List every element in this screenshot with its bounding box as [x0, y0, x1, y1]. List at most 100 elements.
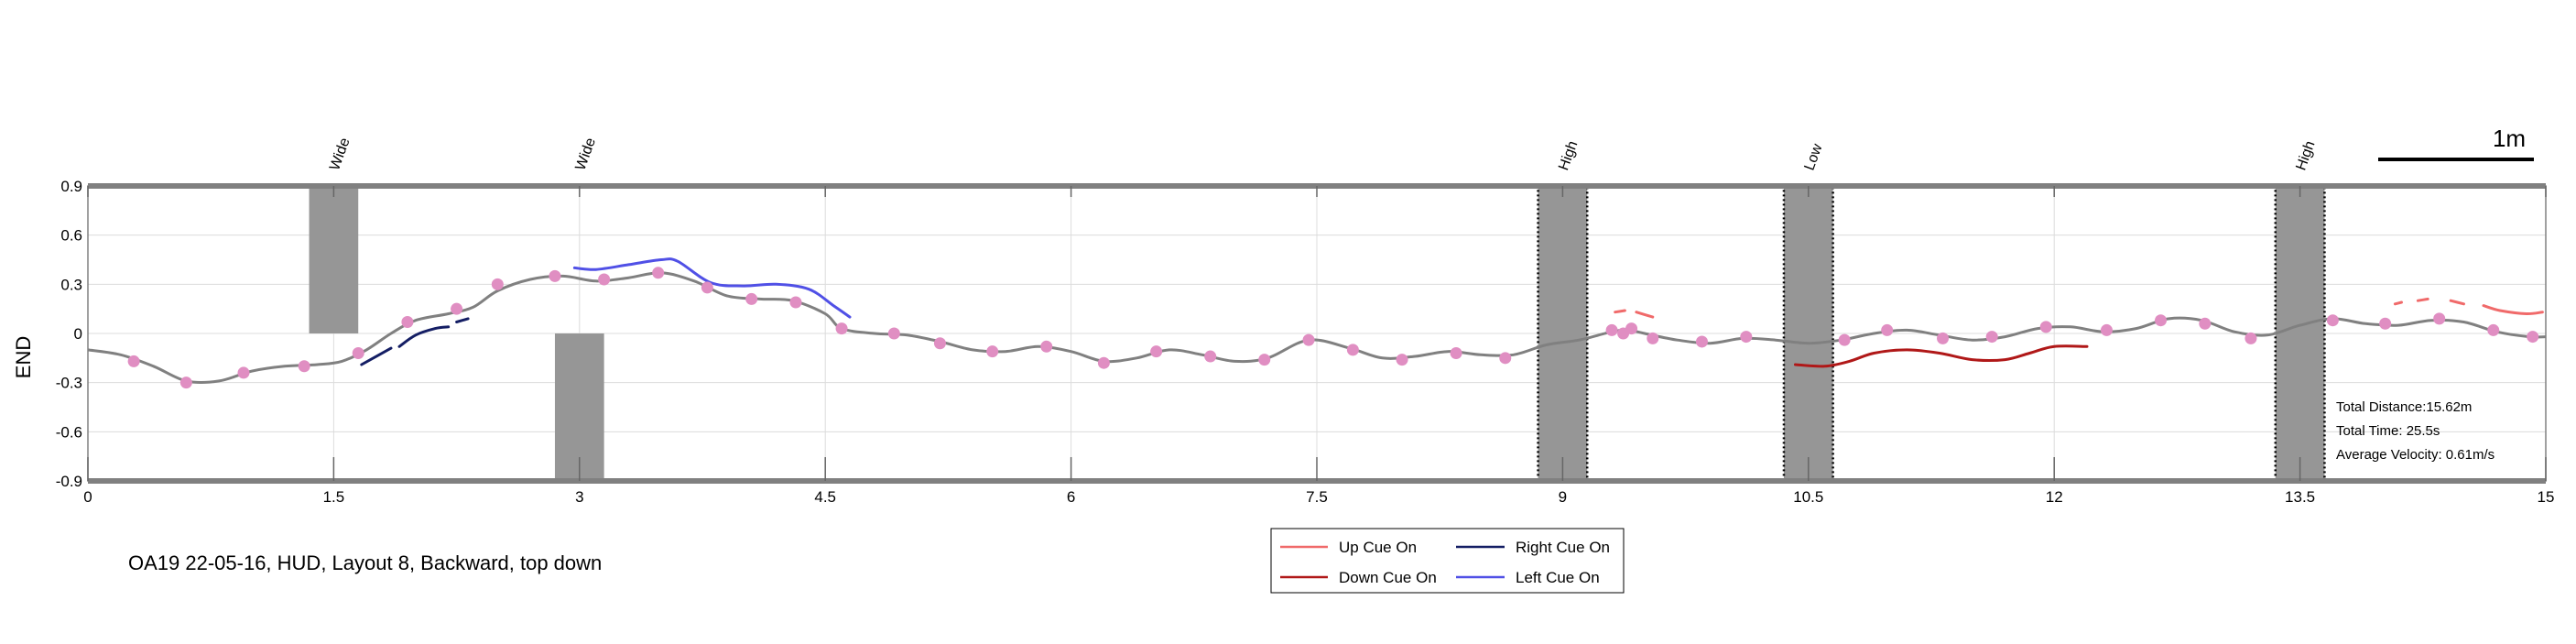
path-marker-9 [598, 273, 611, 286]
path-marker-24 [1346, 344, 1359, 356]
path-marker-11 [701, 281, 713, 294]
obstacle-label-4: High [2293, 139, 2318, 173]
path-marker-6 [451, 302, 463, 315]
path-marker-37 [1985, 331, 1998, 344]
x-tick-label-2: 3 [575, 488, 583, 506]
series-up-segment-4 [2449, 299, 2465, 306]
obstacle-block-4 [2274, 184, 2326, 483]
y-axis-label: END [12, 336, 35, 378]
path-marker-5 [401, 315, 414, 328]
path-marker-44 [2379, 317, 2392, 330]
path-marker-13 [789, 296, 802, 309]
series-up-segment-3 [2416, 297, 2429, 302]
path-marker-47 [2527, 331, 2539, 344]
x-tick-labels: 0 1.5 3 4.5 6 7.5 9 10.5 12 13.5 15 [83, 488, 2554, 506]
legend-label-down: Down Cue On [1339, 569, 1437, 586]
path-marker-38 [2039, 321, 2052, 333]
x-tick-label-3: 4.5 [814, 488, 836, 506]
path-marker-34 [1838, 333, 1851, 346]
x-tick-label-7: 10.5 [1793, 488, 1823, 506]
path-marker-45 [2433, 312, 2446, 325]
path-marker-36 [1937, 332, 1950, 344]
path-marker-18 [1040, 340, 1053, 353]
path-marker-19 [1097, 356, 1110, 369]
y-tick-label-0: 0.9 [60, 178, 82, 195]
series-right-segment-2 [455, 317, 470, 323]
path-marker-39 [2100, 323, 2113, 336]
obstacle-block-0 [309, 186, 359, 333]
obstacle-label-3: Low [1802, 142, 1826, 173]
y-tick-label-6: -0.9 [56, 473, 82, 490]
y-tick-label-1: 0.6 [60, 227, 82, 245]
x-tick-label-8: 12 [2046, 488, 2063, 506]
path-marker-42 [2244, 332, 2257, 344]
path-marker-8 [549, 269, 561, 282]
path-marker-21 [1204, 350, 1217, 363]
series-right-segment-0 [360, 346, 393, 366]
obstacle-labels: Wide Wide High Low High [327, 136, 2318, 172]
path-marker-35 [1881, 323, 1894, 336]
x-tick-marks [87, 186, 2547, 481]
path-marker-26 [1450, 346, 1462, 359]
legend: Up Cue On Down Cue On Right Cue On Left … [1270, 528, 1625, 594]
scale-bar-label: 1m [2493, 125, 2526, 152]
series-up-segment-5 [2482, 304, 2544, 316]
path-marker-40 [2155, 314, 2168, 327]
y-tick-label-3: 0 [74, 325, 82, 343]
path-marker-33 [1740, 331, 1753, 344]
figure-caption: OA19 22-05-16, HUD, Layout 8, Backward, … [128, 551, 602, 574]
path-marker-41 [2199, 317, 2212, 330]
series-right-segment-1 [397, 325, 451, 348]
path-marker-46 [2487, 323, 2500, 336]
path-marker-10 [652, 267, 665, 279]
y-tick-label-2: 0.3 [60, 276, 82, 293]
x-tick-label-1: 1.5 [323, 488, 345, 506]
y-tick-labels: 0.9 0.6 0.3 0 -0.3 -0.6 -0.9 [56, 178, 82, 490]
path-marker-27 [1499, 352, 1512, 365]
series-up-segment-1 [1635, 311, 1655, 319]
path-marker-32 [1695, 335, 1708, 348]
path-marker-0 [127, 355, 140, 367]
x-tick-label-9: 13.5 [2285, 488, 2315, 506]
series-down-segment-0 [1794, 344, 2089, 368]
path-marker-14 [835, 322, 848, 335]
legend-label-left: Left Cue On [1516, 569, 1600, 586]
path-markers [127, 267, 2539, 389]
path-marker-23 [1302, 333, 1315, 346]
path-marker-28 [1605, 323, 1618, 336]
legend-box [1270, 528, 1625, 594]
x-tick-label-4: 6 [1067, 488, 1075, 506]
obstacle-label-0: Wide [327, 136, 353, 172]
path-marker-2 [237, 366, 250, 379]
y-tick-label-4: -0.3 [56, 375, 82, 392]
series-up-segment-2 [2393, 300, 2403, 306]
path-marker-1 [179, 377, 192, 389]
obstacle-label-2: High [1556, 139, 1581, 173]
legend-label-right: Right Cue On [1516, 539, 1610, 556]
legend-label-up: Up Cue On [1339, 539, 1417, 556]
path-marker-4 [352, 346, 364, 359]
path-marker-22 [1258, 354, 1271, 366]
x-tick-label-6: 9 [1559, 488, 1567, 506]
grid-lines [87, 185, 2547, 482]
average-velocity-text: Average Velocity: 0.61m/s [2336, 447, 2494, 463]
obstacle-block-3 [1782, 184, 1834, 483]
obstacle-blocks [309, 184, 2326, 483]
path-marker-31 [1647, 332, 1659, 344]
total-time-text: Total Time: 25.5s [2336, 423, 2440, 439]
x-tick-label-0: 0 [83, 488, 92, 506]
obstacle-block-2 [1537, 184, 1589, 483]
y-tick-label-5: -0.6 [56, 423, 82, 441]
series-up-segment-0 [1614, 309, 1626, 314]
obstacle-block-1 [554, 333, 604, 481]
path-marker-17 [986, 345, 999, 358]
path-marker-12 [745, 292, 758, 305]
x-tick-label-10: 15 [2538, 488, 2555, 506]
path-marker-16 [933, 337, 946, 350]
total-distance-text: Total Distance:15.62m [2336, 399, 2472, 415]
path-marker-7 [491, 278, 504, 290]
path-marker-43 [2326, 314, 2339, 327]
path-marker-30 [1625, 322, 1638, 335]
path-marker-25 [1396, 354, 1408, 366]
